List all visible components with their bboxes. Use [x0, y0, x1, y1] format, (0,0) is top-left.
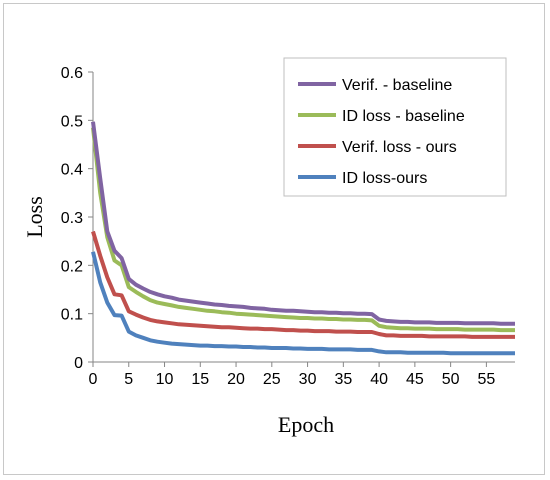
legend-label: ID loss - baseline	[342, 108, 465, 125]
y-tick-label: 0	[74, 355, 83, 372]
x-tick-label: 0	[89, 371, 98, 388]
x-tick-label: 30	[299, 371, 317, 388]
legend: Verif. - baseline ID loss - baseline Verif…	[283, 57, 507, 197]
series-line	[91, 121, 515, 326]
legend-box	[283, 57, 507, 197]
y-tick-label: 0.6	[61, 65, 83, 82]
legend-label: Verif. loss - ours	[342, 139, 457, 156]
y-axis-title: Loss	[22, 196, 47, 238]
x-tick-label: 40	[370, 371, 388, 388]
x-tick-label: 15	[191, 371, 209, 388]
y-tick-label: 0.3	[61, 210, 83, 227]
series-line	[91, 127, 515, 333]
x-tick-label: 45	[406, 371, 424, 388]
x-axis: 0 5 10 15 20 25 30 35 40 45 50 55	[89, 361, 515, 388]
x-tick-label: 55	[477, 371, 495, 388]
y-tick-label: 0.5	[61, 113, 83, 130]
x-tick-label: 10	[156, 371, 174, 388]
x-tick-label: 20	[227, 371, 245, 388]
series-line	[91, 230, 515, 339]
series-layer	[91, 121, 515, 356]
x-tick-label: 35	[334, 371, 352, 388]
x-tick-label: 5	[124, 371, 133, 388]
x-tick-label: 50	[442, 371, 460, 388]
legend-label: ID loss-ours	[342, 170, 427, 187]
x-tick-label: 25	[263, 371, 281, 388]
x-axis-title: Epoch	[278, 412, 334, 437]
y-tick-label: 0.4	[61, 162, 83, 179]
y-tick-label: 0.1	[61, 307, 83, 324]
y-tick-label: 0.2	[61, 258, 83, 275]
series-line	[91, 251, 515, 356]
legend-label: Verif. - baseline	[342, 77, 452, 94]
y-axis: 0 0.1 0.2 0.3 0.4 0.5 0.6	[61, 65, 94, 372]
